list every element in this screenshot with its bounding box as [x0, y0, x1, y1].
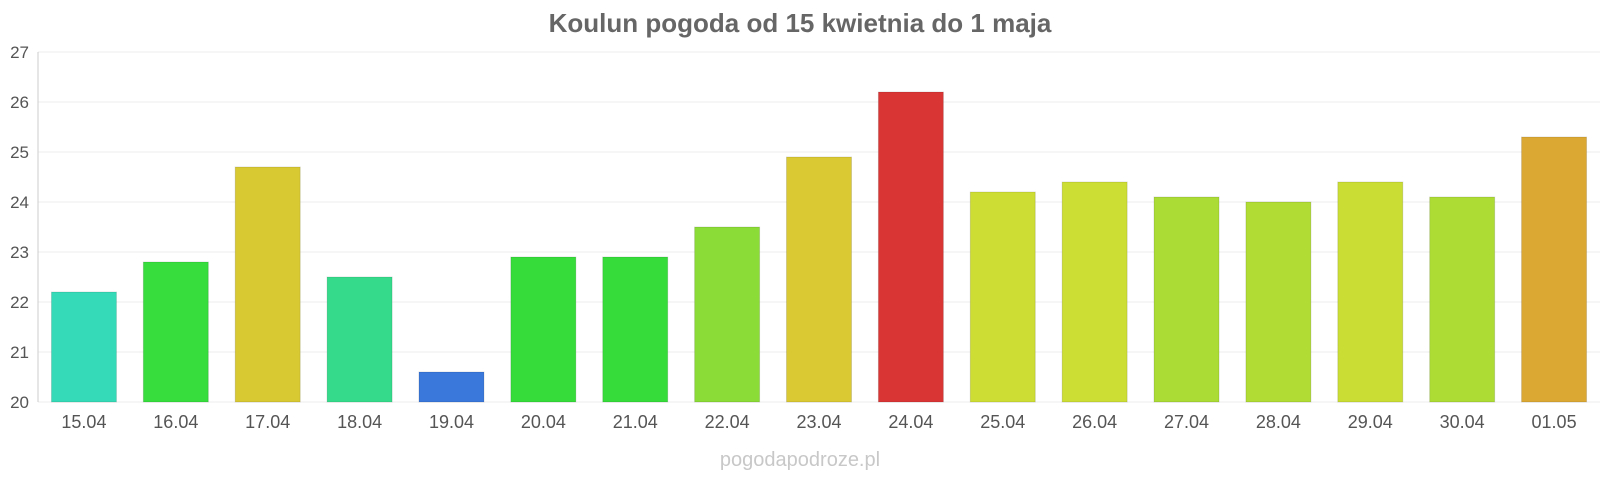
bar-30.04[interactable]	[1429, 196, 1496, 403]
credit-text: pogodapodroze.pl	[720, 449, 880, 471]
bar-27.04[interactable]	[1153, 196, 1220, 403]
bar-26.04[interactable]	[1061, 181, 1128, 403]
x-tick-label: 19.04	[429, 412, 474, 432]
bar-19.04[interactable]	[418, 371, 485, 403]
bar-23.04[interactable]	[786, 156, 852, 403]
x-tick-label: 24.04	[888, 412, 933, 432]
x-tick-label: 25.04	[980, 412, 1025, 432]
bar-22.04[interactable]	[694, 226, 761, 403]
bar-21.04[interactable]	[602, 256, 669, 403]
bar-24.04[interactable]	[877, 91, 944, 403]
y-axis-ticks: 20 21 22 23 24 25 26 27	[10, 43, 29, 412]
y-tick-label: 21	[10, 343, 29, 362]
y-tick-label: 26	[10, 93, 29, 112]
bar-18.04[interactable]	[326, 276, 393, 403]
x-tick-label: 01.05	[1532, 412, 1577, 432]
x-tick-label: 17.04	[245, 412, 290, 432]
y-tick-label: 23	[10, 243, 29, 262]
x-tick-label: 30.04	[1440, 412, 1485, 432]
bar-20.04[interactable]	[510, 256, 577, 403]
x-tick-label: 16.04	[153, 412, 198, 432]
x-axis-ticks: 15.04 16.04 17.04 18.04 19.04 20.04 21.04 22.04…	[61, 412, 1576, 432]
x-tick-label: 22.04	[705, 412, 750, 432]
bar-28.04[interactable]	[1245, 201, 1312, 403]
y-tick-label: 25	[10, 143, 29, 162]
y-tick-label: 24	[10, 193, 29, 212]
bar-01.05[interactable]	[1521, 136, 1588, 403]
bar-17.04[interactable]	[234, 166, 301, 403]
bar-25.04[interactable]	[969, 191, 1036, 403]
x-tick-label: 18.04	[337, 412, 382, 432]
bar-15.04[interactable]	[50, 291, 117, 403]
y-tick-label: 22	[10, 293, 29, 312]
bars	[50, 91, 1588, 403]
x-tick-label: 28.04	[1256, 412, 1301, 432]
x-tick-label: 26.04	[1072, 412, 1117, 432]
x-tick-label: 29.04	[1348, 412, 1393, 432]
x-tick-label: 23.04	[796, 412, 841, 432]
x-tick-label: 27.04	[1164, 412, 1209, 432]
y-tick-label: 27	[10, 43, 29, 62]
x-tick-label: 21.04	[613, 412, 658, 432]
y-tick-label: 20	[10, 393, 29, 412]
bar-29.04[interactable]	[1337, 181, 1404, 403]
bar-16.04[interactable]	[142, 261, 209, 403]
x-tick-label: 20.04	[521, 412, 566, 432]
x-tick-label: 15.04	[61, 412, 106, 432]
chart-title: Koulun pogoda od 15 kwietnia do 1 maja	[549, 8, 1052, 38]
